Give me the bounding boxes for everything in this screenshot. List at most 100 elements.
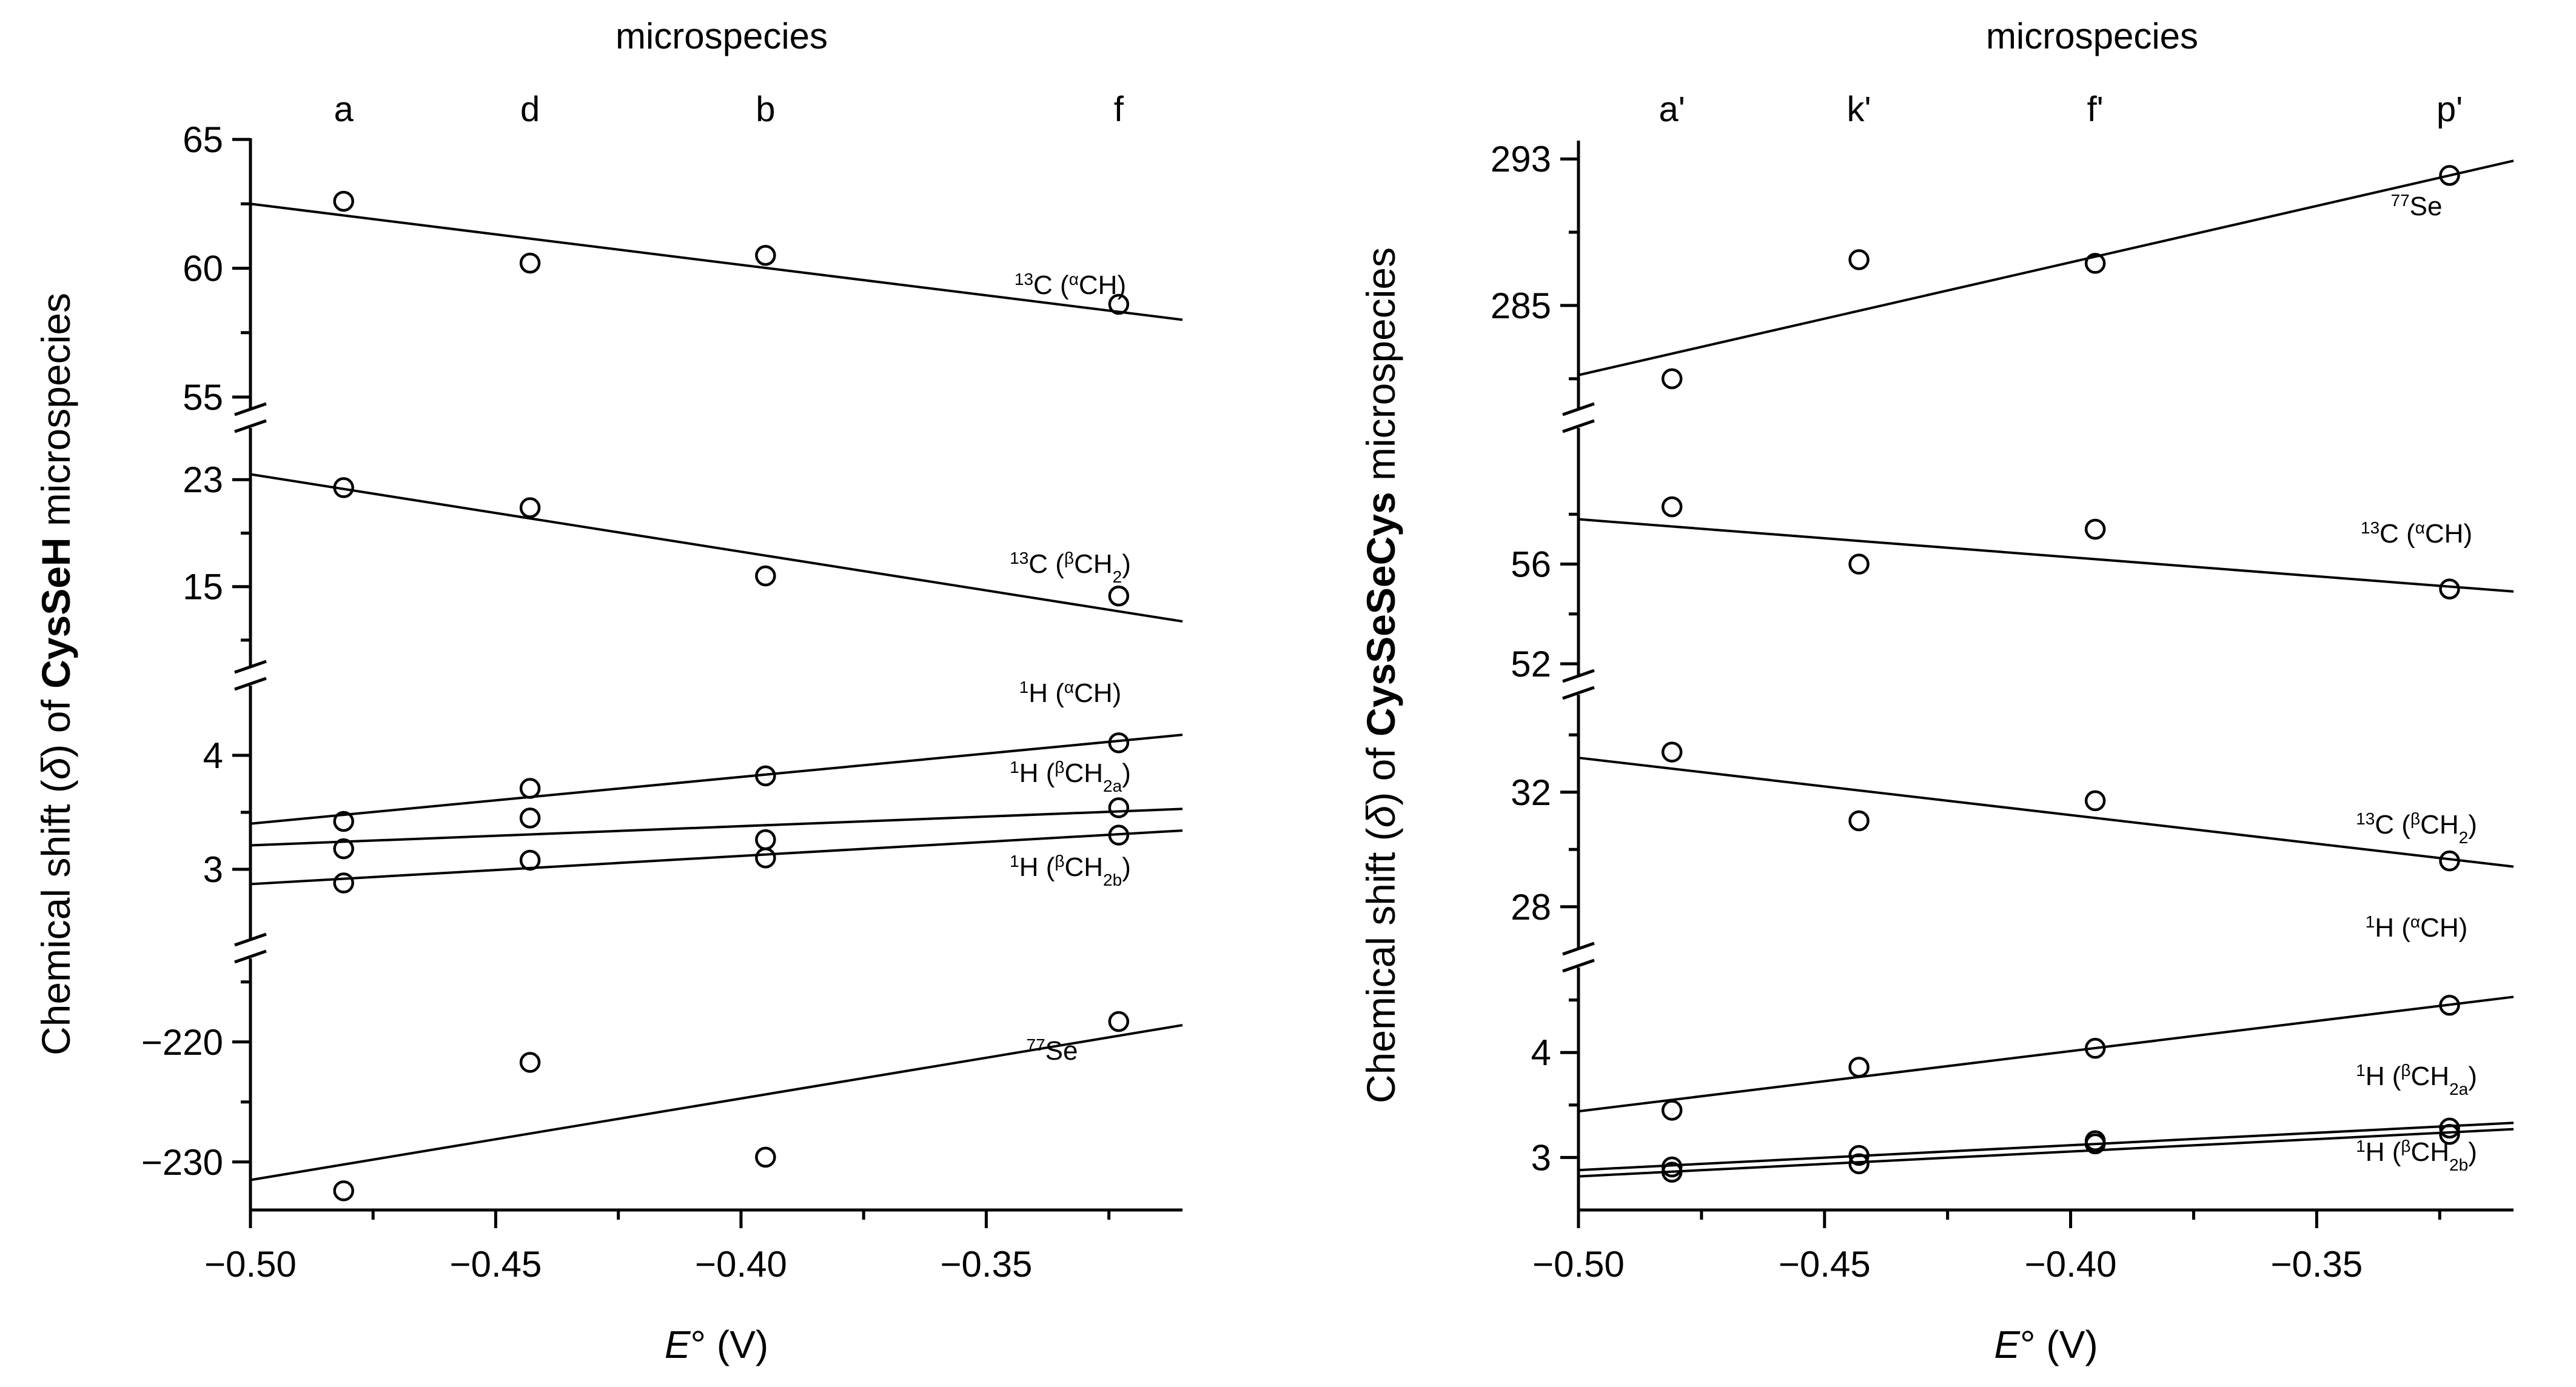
axis-break-mark (1562, 941, 1595, 956)
fit-line (250, 202, 1183, 321)
microspecies-label: f (1114, 90, 1124, 129)
y-tick-label: 285 (1491, 286, 1551, 326)
segment-13c-ch-: 55 60 65 13C (αCH) (183, 119, 1183, 418)
series-label: 77Se (2391, 191, 2443, 222)
microspecies-label: d (520, 90, 540, 129)
data-point (519, 252, 541, 274)
axis-break-mark (1562, 669, 1595, 683)
axis-break-mark (1562, 402, 1595, 416)
x-tick-label: −0.45 (1779, 1244, 1871, 1285)
series-label: 1H (βCH2b) (2356, 1137, 2477, 1174)
axis-break (234, 932, 267, 964)
data-point (2084, 1133, 2106, 1155)
y-tick-label: 293 (1491, 139, 1551, 179)
fit-line (250, 1024, 1183, 1181)
data-point (333, 838, 354, 860)
series: 13C (αCH) (1578, 496, 2514, 600)
axis-break-mark (1562, 419, 1595, 433)
axis-break-mark (234, 677, 267, 691)
series-label: 1H (βCH2a) (2356, 1061, 2477, 1098)
y-axis-title: Chemical shift (δ) of CysSeH microspecie… (33, 293, 78, 1055)
data-point (1108, 732, 1130, 754)
axis-break-mark (1562, 686, 1595, 700)
axis-break-mark (234, 660, 267, 674)
data-point (755, 565, 776, 587)
y-tick-label: 65 (183, 119, 223, 160)
data-point (755, 829, 776, 851)
data-point (1108, 293, 1130, 315)
segment-77se: −230 −220 77Se (141, 980, 1183, 1202)
top-axis-title: microspecies (615, 16, 828, 56)
data-point (1848, 249, 1870, 270)
data-point (333, 810, 354, 832)
segment-77se: 285 293 77Se (1491, 139, 2514, 390)
y-tick-label: 52 (1511, 644, 1551, 684)
data-point (2084, 1038, 2106, 1059)
series: 1H (βCH2b) (250, 824, 1183, 894)
data-point (1848, 1153, 1870, 1175)
data-point (755, 1146, 776, 1168)
x-tick-label: −0.40 (695, 1244, 787, 1285)
axis-break (234, 660, 267, 691)
data-point (2439, 850, 2460, 872)
series: 1H (αCH) (250, 678, 1183, 832)
axis-break (234, 402, 267, 433)
fit-line (1578, 1121, 2514, 1172)
axis-break-mark (234, 949, 267, 964)
series-label: 77Se (1027, 1035, 1078, 1066)
panel-left: 55 60 65 13C (αCH) 15 23 13C (βCH2) 3 4 1H (αCH) 1… (33, 16, 1183, 1366)
data-point (333, 1180, 354, 1202)
data-point (2439, 1124, 2460, 1145)
series-label: 1H (βCH2b) (1010, 852, 1131, 889)
data-point (333, 872, 354, 894)
series-label: 13C (βCH2) (1010, 549, 1131, 586)
series: 1H (αCH) (1578, 912, 2514, 1121)
data-point (2439, 578, 2460, 600)
axis-break-mark (234, 419, 267, 433)
series: 1H (βCH2a) (250, 758, 1183, 860)
y-tick-label: 55 (183, 377, 223, 418)
data-point (2439, 995, 2460, 1016)
data-point (2084, 518, 2106, 540)
data-point (1848, 553, 1870, 575)
series-label: 13C (βCH2) (2356, 809, 2477, 847)
series: 77Se (1578, 159, 2514, 390)
data-point (2084, 253, 2106, 274)
fit-line (1578, 757, 2514, 868)
axis-break-mark (234, 402, 267, 416)
series: 77Se (250, 1011, 1183, 1202)
axis-break-mark (234, 932, 267, 947)
data-point (755, 765, 776, 787)
fit-line (250, 807, 1183, 847)
microspecies-label: b (756, 90, 775, 129)
fit-line (1578, 518, 2514, 593)
data-point (1108, 1011, 1130, 1032)
fit-line (1578, 995, 2514, 1113)
microspecies-label: k' (1847, 90, 1871, 129)
series-label: 1H (αCH) (1019, 678, 1122, 709)
x-tick-label: −0.50 (204, 1244, 297, 1285)
segment-13c-ch2-: 15 23 13C (βCH2) (183, 460, 1183, 642)
series: 1H (βCH2a) (1578, 1061, 2514, 1178)
axis-break (1562, 402, 1595, 433)
y-tick-label: −230 (141, 1142, 223, 1183)
microspecies-label: p' (2437, 90, 2463, 129)
data-point (333, 190, 354, 212)
fit-line (250, 473, 1183, 623)
fit-line (250, 829, 1183, 886)
data-point (1661, 1161, 1683, 1183)
data-point (333, 477, 354, 498)
data-point (755, 245, 776, 266)
y-tick-label: 32 (1511, 772, 1551, 813)
microspecies-label: a' (1659, 90, 1685, 129)
data-point (1848, 1057, 1870, 1078)
x-tick-label: −0.35 (2270, 1244, 2363, 1285)
segment-13c-ch-: 52 56 13C (αCH) (1511, 496, 2514, 684)
data-point (519, 807, 541, 829)
data-point (1108, 585, 1130, 607)
x-axis-title: E° (V) (1994, 1323, 2098, 1366)
x-tick-label: −0.50 (1532, 1244, 1625, 1285)
y-axis-title: Chemical shift (δ) of CysSeSeCys microsp… (1358, 247, 1403, 1103)
y-tick-label: 23 (183, 460, 223, 500)
